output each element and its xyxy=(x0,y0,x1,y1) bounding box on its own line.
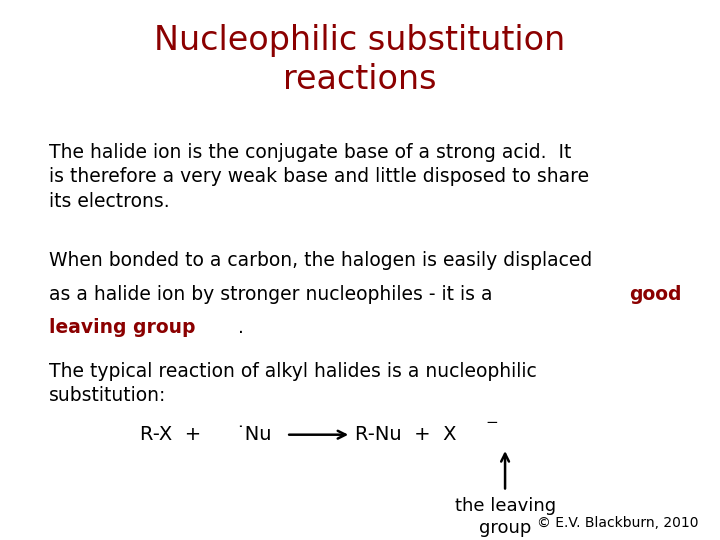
Text: the leaving
group: the leaving group xyxy=(454,497,556,537)
Text: .: . xyxy=(238,318,244,337)
Text: good: good xyxy=(629,285,681,303)
Text: The typical reaction of alkyl halides is a nucleophilic
substitution:: The typical reaction of alkyl halides is… xyxy=(49,362,536,405)
Text: as a halide ion by stronger nucleophiles - it is a: as a halide ion by stronger nucleophiles… xyxy=(49,285,498,303)
Text: ˙Nu: ˙Nu xyxy=(235,425,272,444)
Text: R-Nu  +  X: R-Nu + X xyxy=(355,425,456,444)
Text: −: − xyxy=(485,415,498,430)
Text: © E.V. Blackburn, 2010: © E.V. Blackburn, 2010 xyxy=(537,516,698,530)
Text: R-X  +: R-X + xyxy=(140,425,214,444)
Text: The halide ion is the conjugate base of a strong acid.  It
is therefore a very w: The halide ion is the conjugate base of … xyxy=(49,143,589,211)
Text: Nucleophilic substitution
reactions: Nucleophilic substitution reactions xyxy=(154,24,566,96)
Text: When bonded to a carbon, the halogen is easily displaced: When bonded to a carbon, the halogen is … xyxy=(49,251,593,270)
Text: leaving group: leaving group xyxy=(49,318,195,337)
